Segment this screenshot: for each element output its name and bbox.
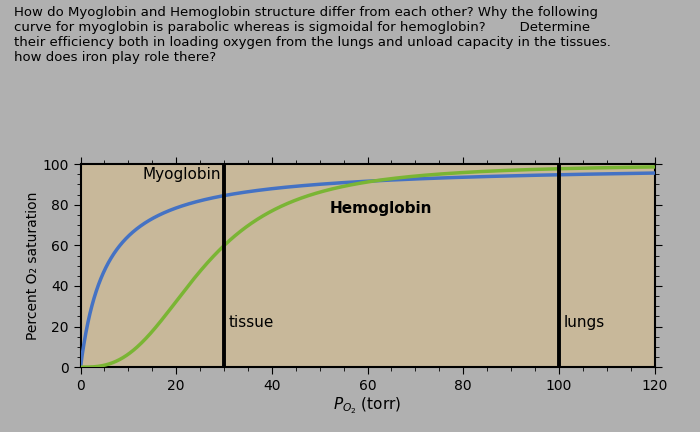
Text: Myoglobin: Myoglobin [143, 167, 221, 182]
Text: lungs: lungs [564, 315, 605, 330]
Text: tissue: tissue [229, 315, 274, 330]
Text: How do Myoglobin and Hemoglobin structure differ from each other? Why the follow: How do Myoglobin and Hemoglobin structur… [14, 6, 611, 64]
Text: Hemoglobin: Hemoglobin [329, 201, 432, 216]
Y-axis label: Percent O₂ saturation: Percent O₂ saturation [25, 191, 39, 340]
X-axis label: $P_{O_2}$ (torr): $P_{O_2}$ (torr) [333, 396, 402, 416]
